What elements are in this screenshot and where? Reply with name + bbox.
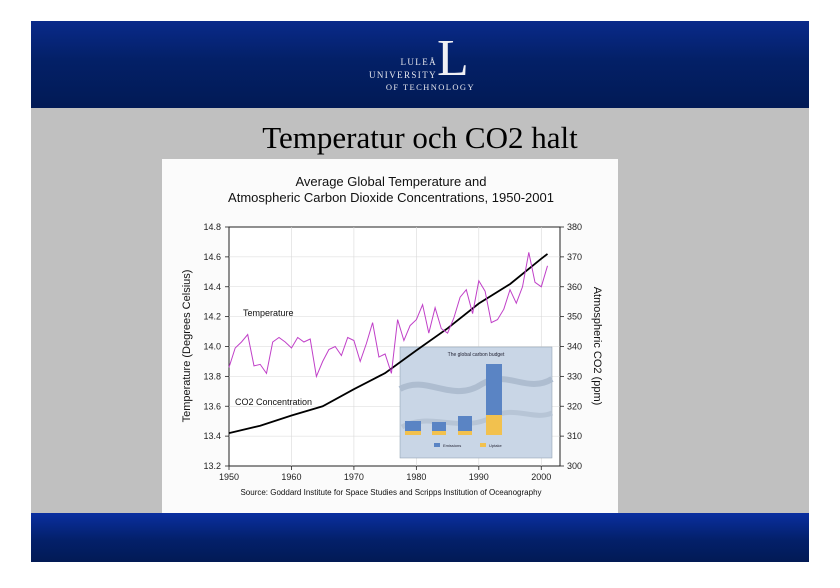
y-right-tick-label: 360: [567, 282, 582, 292]
logo-monogram: L: [437, 30, 469, 87]
university-logo: LULEÅ UNIVERSITY OF TECHNOLOGY L: [361, 30, 481, 95]
y-left-tick-label: 14.4: [203, 282, 221, 292]
inset-legend-uptake: Uptake: [489, 443, 502, 448]
logo-line-lulea: LULEÅ: [400, 57, 437, 67]
y-right-tick-label: 350: [567, 312, 582, 322]
y-left-tick-label: 14.6: [203, 252, 221, 262]
x-tick-label: 1950: [219, 472, 239, 482]
y-left-tick-label: 14.2: [203, 312, 221, 322]
footer-band: [31, 513, 809, 562]
x-tick-label: 1970: [344, 472, 364, 482]
inset-title: The global carbon budget: [448, 352, 505, 358]
chart: Average Global Temperature and Atmospher…: [181, 174, 603, 497]
y-axis-right-label: Atmospheric CO2 (ppm): [591, 287, 603, 406]
inset-bar-3: [458, 416, 472, 431]
y-axis-left-label: Temperature (Degrees Celsius): [181, 270, 193, 423]
y-left-tick-label: 14.0: [203, 342, 221, 352]
co2-series-label: CO2 Concentration: [235, 397, 312, 407]
chart-source: Source: Goddard Institute for Space Stud…: [240, 488, 541, 497]
left-axis: 14.8 14.6 14.4 14.2 14.0 13.8 13.6 13.4 13.2: [203, 222, 229, 471]
inset-carbon-budget: The global carbon budget Emissions Uptak…: [398, 346, 554, 459]
x-tick-label: 1980: [406, 472, 426, 482]
y-left-tick-label: 13.6: [203, 401, 221, 411]
logo-line-technology: OF TECHNOLOGY: [385, 82, 475, 92]
slide-title: Temperatur och CO2 halt: [262, 120, 578, 155]
chart-title: Average Global Temperature and: [295, 174, 486, 189]
right-axis: 380 370 360 350 340 330 320 310 300: [560, 222, 582, 471]
x-axis: 1950 1960 1970 1980 1990 2000: [219, 466, 551, 482]
y-left-tick-label: 13.2: [203, 461, 221, 471]
inset-bar-3b: [458, 431, 472, 435]
y-left-tick-label: 13.4: [203, 431, 221, 441]
y-right-tick-label: 310: [567, 431, 582, 441]
y-left-tick-label: 13.8: [203, 371, 221, 381]
inset-bar-1: [405, 421, 421, 431]
header-band: LULEÅ UNIVERSITY OF TECHNOLOGY L: [31, 21, 809, 108]
inset-bar-2: [432, 422, 446, 431]
inset-legend-emissions: Emissions: [443, 443, 461, 448]
chart-panel: Average Global Temperature and Atmospher…: [162, 159, 618, 513]
x-tick-label: 1960: [281, 472, 301, 482]
inset-bar-4: [486, 364, 502, 415]
co2-series-line: [228, 253, 549, 434]
y-right-tick-label: 300: [567, 461, 582, 471]
x-tick-label: 1990: [469, 472, 489, 482]
temperature-series-label: Temperature: [243, 308, 294, 318]
temperature-series-line: [228, 252, 548, 379]
chart-subtitle: Atmospheric Carbon Dioxide Concentration…: [228, 190, 554, 205]
y-right-tick-label: 380: [567, 222, 582, 232]
y-right-tick-label: 320: [567, 401, 582, 411]
y-right-tick-label: 340: [567, 342, 582, 352]
x-tick-label: 2000: [531, 472, 551, 482]
y-right-tick-label: 370: [567, 252, 582, 262]
slide: LULEÅ UNIVERSITY OF TECHNOLOGY L Tempera…: [31, 21, 809, 562]
inset-bar-4b: [486, 415, 502, 435]
logo-line-university: UNIVERSITY: [369, 70, 437, 80]
y-right-tick-label: 330: [567, 371, 582, 381]
y-left-tick-label: 14.8: [203, 222, 221, 232]
